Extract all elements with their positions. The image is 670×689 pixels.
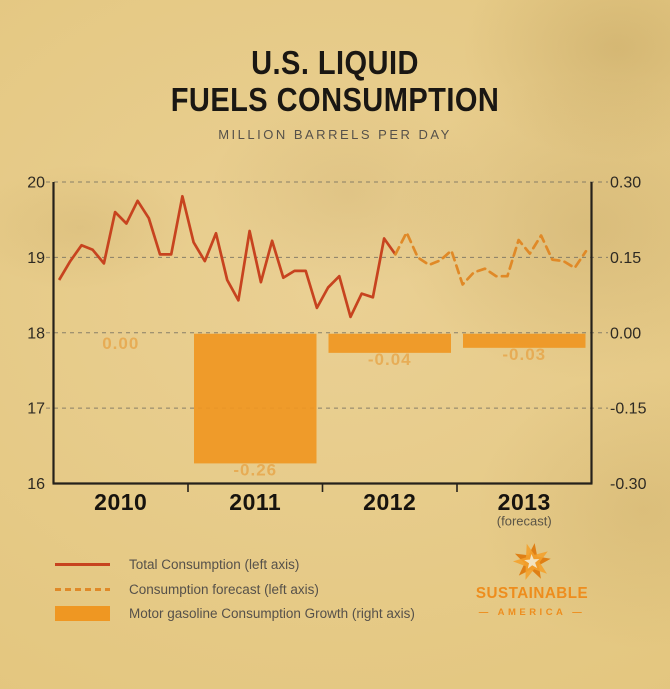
legend-label: Motor gasoline Consumption Growth (right… — [129, 605, 415, 621]
legend-label: Total Consumption (left axis) — [129, 557, 300, 572]
year-label-2012: 2012 — [363, 489, 416, 515]
right-axis-tick-0.00: 0.00 — [610, 325, 641, 342]
dashed-line-swatch-icon — [55, 588, 110, 591]
left-axis-tick-19: 19 — [27, 250, 45, 267]
sustainable-america-logo: SUSTAINABLE — AMERICA — — [447, 540, 617, 618]
bar-value-label-2012: -0.04 — [368, 350, 412, 369]
year-label-2013: 2013 — [498, 489, 551, 515]
bar-value-label-2013: -0.03 — [502, 345, 546, 364]
left-axis-tick-17: 17 — [27, 401, 45, 418]
chart-title-line2: FUELS CONSUMPTION — [170, 81, 500, 118]
year-label-2010: 2010 — [94, 489, 147, 515]
total-consumption-line — [57, 194, 397, 319]
bar-value-label-2010: 0.00 — [102, 334, 139, 353]
legend-label: Consumption forecast (left axis) — [129, 582, 319, 597]
logo-sub-text: — AMERICA — — [478, 607, 586, 618]
legend-item-consumption-forecast: Consumption forecast (left axis) — [55, 577, 415, 602]
chart-subtitle: MILLION BARRELS PER DAY — [218, 127, 452, 142]
year-label-2011: 2011 — [229, 489, 281, 515]
legend-item-gasoline-growth: Motor gasoline Consumption Growth (right… — [55, 602, 415, 624]
right-axis-tick--0.15: -0.15 — [610, 401, 647, 418]
chart-title-line1: U.S. LIQUID — [251, 44, 419, 81]
chart-title-block: U.S. LIQUID FUELS CONSUMPTION MILLION BA… — [0, 44, 670, 142]
forecast-note: (forecast) — [497, 514, 552, 529]
bar-value-label-2011: -0.26 — [233, 460, 277, 479]
growth-bar-2011 — [194, 333, 317, 464]
growth-bar-2013 — [463, 333, 586, 348]
consumption-forecast-line — [394, 231, 588, 286]
left-axis-tick-18: 18 — [27, 325, 45, 342]
solid-line-swatch-icon — [55, 563, 110, 566]
legend-item-total-consumption: Total Consumption (left axis) — [55, 552, 415, 577]
chart-legend: Total Consumption (left axis) Consumptio… — [55, 552, 415, 624]
right-axis-tick-0.30: 0.30 — [610, 175, 641, 192]
growth-bar-2012 — [328, 333, 451, 353]
bar-swatch-icon — [55, 605, 110, 621]
right-axis-tick-0.15: 0.15 — [610, 250, 641, 267]
pinwheel-star-icon — [513, 543, 551, 580]
left-axis-tick-20: 20 — [27, 175, 45, 192]
right-axis-tick--0.30: -0.30 — [610, 476, 647, 493]
logo-name-text: SUSTAINABLE — [475, 585, 589, 602]
left-axis-tick-16: 16 — [27, 476, 45, 493]
